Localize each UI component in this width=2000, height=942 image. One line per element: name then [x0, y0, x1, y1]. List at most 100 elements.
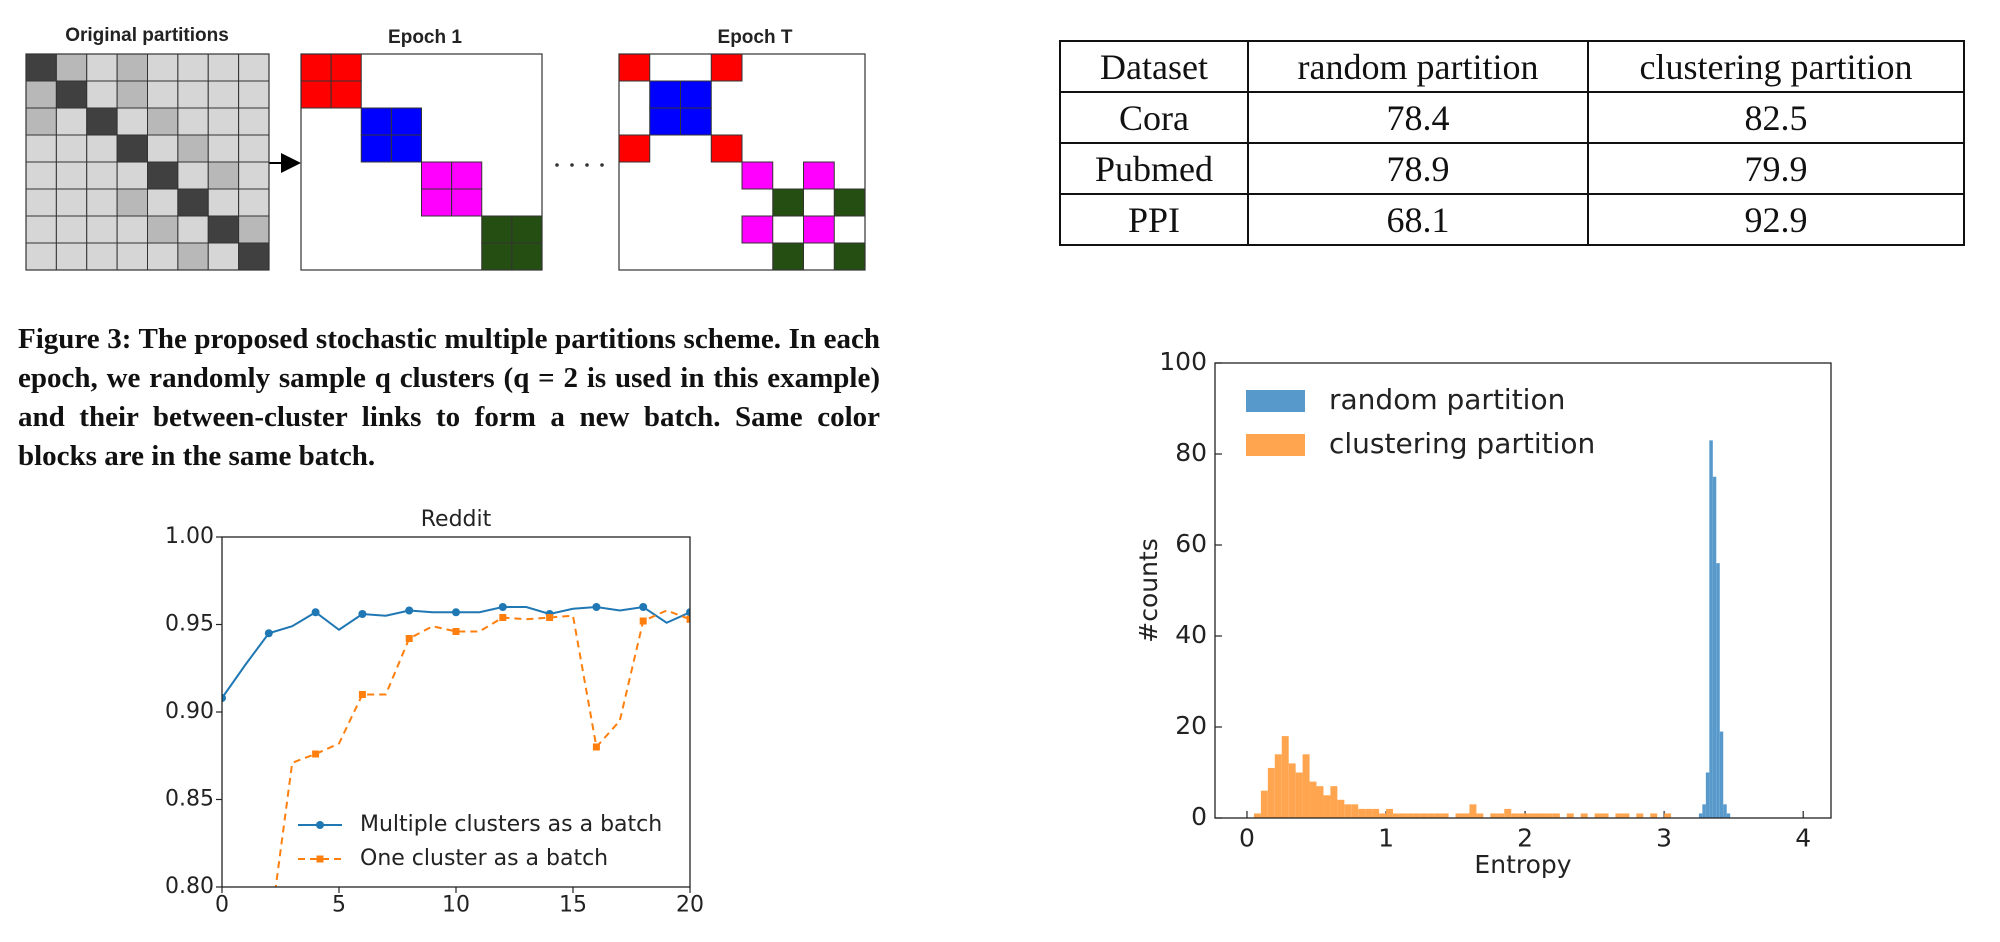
x-axis-label: Entropy	[1474, 850, 1571, 879]
ellipsis-dot	[555, 163, 559, 167]
histogram-bar	[1379, 813, 1387, 818]
histogram-bar	[1281, 736, 1289, 818]
histogram-bar	[1386, 808, 1393, 818]
block-cell	[618, 134, 651, 163]
block-cell	[833, 242, 866, 271]
histogram-bar	[1469, 804, 1477, 818]
block-cell	[833, 188, 866, 217]
matrix-cell	[177, 242, 209, 271]
matrix-cell	[86, 134, 118, 163]
block-cell	[511, 242, 543, 271]
histogram-bar	[1323, 795, 1331, 818]
matrix-cell	[147, 188, 179, 217]
x-tick-label: 1	[1378, 823, 1394, 852]
matrix-cell	[25, 215, 57, 244]
matrix-cell	[116, 215, 148, 244]
block-cell	[741, 215, 774, 244]
histogram-bar	[1351, 804, 1359, 818]
point	[452, 628, 460, 635]
histogram-bar	[1705, 772, 1710, 818]
histogram-bar	[1441, 813, 1449, 818]
block-cell	[451, 161, 483, 190]
block-cell	[390, 134, 422, 163]
x-tick-label: 5	[332, 893, 346, 918]
matrix-cell	[55, 161, 88, 190]
series-line	[274, 609, 690, 887]
x-tick-label: 0	[1239, 823, 1255, 852]
block-cell	[680, 107, 712, 136]
y-axis-label: #counts	[1134, 538, 1163, 643]
point	[639, 617, 647, 625]
figure-caption: Figure 3: The proposed stochastic multip…	[18, 323, 880, 472]
block-cell	[803, 215, 835, 244]
block-cell	[360, 134, 392, 163]
x-tick-label: 0	[215, 893, 229, 918]
matrix-cell	[25, 53, 57, 82]
diagram-title: Original partitions	[65, 25, 229, 46]
matrix-cell	[207, 161, 240, 190]
block-cell	[741, 161, 774, 190]
histogram-bar	[1566, 813, 1574, 818]
axes-frame	[221, 536, 691, 888]
block-cell	[300, 53, 332, 82]
matrix-cell	[238, 107, 270, 136]
matrix-cell	[238, 80, 270, 109]
point	[499, 614, 507, 621]
y-tick-label: 0.80	[165, 874, 214, 899]
block-cell	[360, 107, 392, 136]
matrix-cell	[55, 53, 88, 82]
matrix-cell	[147, 161, 179, 190]
legend-label: One cluster as a batch	[360, 846, 608, 871]
histogram-bar	[1274, 754, 1282, 818]
histogram-bar	[1664, 813, 1672, 818]
table-header: Dataset random partition clustering part…	[1059, 40, 1965, 93]
matrix-cell	[207, 242, 240, 271]
block-cell	[481, 242, 513, 271]
block-cell	[330, 53, 362, 82]
matrix-cell	[177, 161, 209, 190]
header-cell: Dataset	[1059, 40, 1249, 93]
block-cell	[680, 80, 712, 109]
histogram-bar	[1316, 786, 1324, 818]
y-tick-label: 0.95	[165, 612, 214, 637]
x-tick-label: 15	[559, 893, 587, 918]
histogram-bar	[1406, 813, 1414, 818]
histogram-bar	[1372, 808, 1380, 818]
legend-label: random partition	[1329, 383, 1565, 416]
matrix-cell	[207, 80, 240, 109]
histogram-bar	[1288, 763, 1296, 818]
y-tick-label: 0	[1191, 802, 1207, 831]
point	[452, 608, 460, 617]
matrix-cell	[25, 134, 57, 163]
point	[686, 615, 690, 623]
histogram-bar	[1545, 813, 1553, 818]
histogram-bar	[1253, 813, 1261, 818]
matrix-cell	[177, 53, 209, 82]
histogram-bar	[1726, 813, 1731, 818]
matrix-cell	[238, 161, 270, 190]
plot-area	[222, 603, 690, 887]
matrix-cell	[238, 215, 270, 244]
block-cell	[772, 242, 804, 271]
matrix-cell	[86, 53, 118, 82]
point	[592, 743, 600, 751]
histogram-bar	[1712, 476, 1717, 818]
point	[222, 694, 226, 702]
y-tick-label: 100	[1159, 347, 1207, 376]
matrix-cell	[177, 80, 209, 109]
cell: 79.9	[1587, 142, 1965, 195]
point	[546, 614, 554, 621]
histogram-bar	[1552, 813, 1560, 818]
matrix-cell	[55, 215, 88, 244]
y-tick-label: 60	[1175, 529, 1207, 558]
matrix-cell	[147, 215, 179, 244]
point	[592, 603, 601, 611]
matrix-cell	[207, 134, 240, 163]
histogram-bar	[1723, 804, 1727, 818]
x-tick-label: 4	[1795, 823, 1811, 852]
legend-marker	[316, 855, 324, 863]
histogram-bar	[1267, 767, 1275, 818]
block-cell	[649, 107, 681, 136]
table-row: PPI 68.1 92.9	[1059, 193, 1965, 246]
block-cell	[803, 161, 835, 190]
